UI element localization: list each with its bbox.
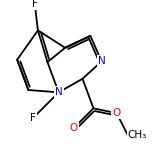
- Text: N: N: [98, 56, 105, 66]
- Text: F: F: [30, 113, 36, 123]
- Text: O: O: [70, 123, 78, 133]
- Text: O: O: [112, 108, 121, 118]
- Text: F: F: [32, 0, 38, 9]
- Text: CH₃: CH₃: [128, 130, 147, 140]
- Text: N: N: [55, 87, 62, 97]
